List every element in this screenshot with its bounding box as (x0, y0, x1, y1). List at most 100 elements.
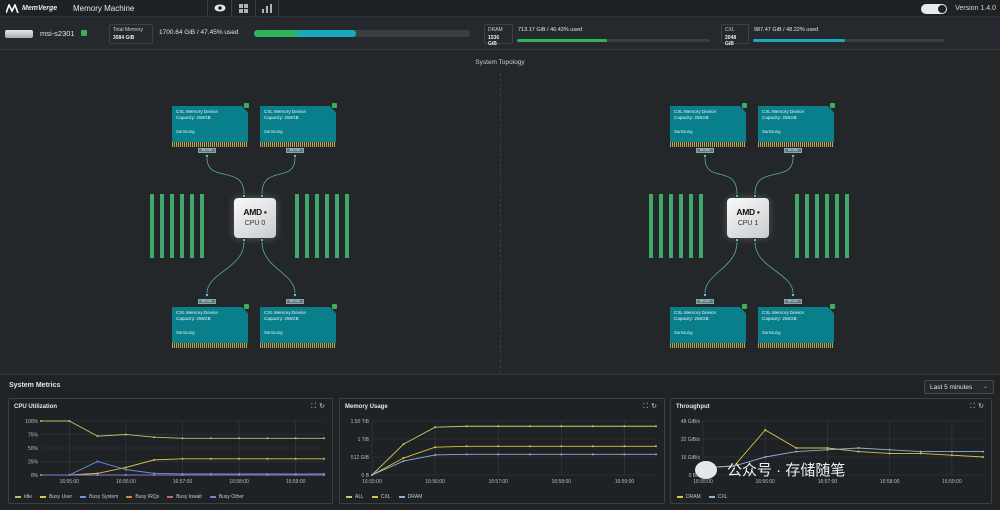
data-point[interactable] (124, 474, 127, 476)
time-range-select[interactable]: Last 5 minutes ⌄ (924, 380, 994, 394)
cxl-device-card[interactable]: CXL Memory Device Capacity: 256GB Samsung (670, 307, 746, 343)
data-point[interactable] (497, 425, 500, 428)
legend-item[interactable]: DRAM (398, 494, 422, 500)
cxl-device-card[interactable]: CXL Memory Device Capacity: 256GB Samsung (758, 307, 834, 343)
data-point[interactable] (209, 457, 212, 460)
data-point[interactable] (294, 457, 297, 460)
data-point[interactable] (96, 472, 99, 475)
data-point[interactable] (402, 460, 405, 463)
data-point[interactable] (402, 457, 405, 460)
data-point[interactable] (826, 448, 829, 451)
data-point[interactable] (294, 437, 297, 440)
legend-item[interactable]: ALL (346, 494, 364, 500)
cpu-chip[interactable]: AMD ▪ CPU 1 (727, 198, 769, 238)
data-point[interactable] (371, 474, 373, 476)
data-point[interactable] (888, 452, 891, 455)
expand-icon[interactable]: ⛶ (643, 403, 652, 410)
legend-item[interactable]: Busy Other (209, 494, 244, 500)
data-point[interactable] (181, 457, 184, 460)
legend-item[interactable]: CXL (708, 494, 727, 500)
theme-toggle[interactable] (921, 3, 948, 14)
data-point[interactable] (795, 450, 798, 453)
data-point[interactable] (528, 445, 531, 448)
dashboard-button[interactable] (231, 0, 255, 17)
cxl-device-card[interactable]: CXL Memory Device Capacity: 256GB Samsung (172, 307, 248, 343)
data-point[interactable] (655, 425, 657, 428)
data-point[interactable] (950, 454, 953, 457)
data-point[interactable] (655, 445, 657, 448)
data-point[interactable] (96, 435, 99, 438)
data-point[interactable] (266, 437, 269, 440)
data-point[interactable] (623, 425, 626, 428)
data-point[interactable] (434, 446, 437, 449)
data-point[interactable] (402, 443, 405, 446)
data-point[interactable] (857, 450, 860, 453)
data-point[interactable] (209, 437, 212, 440)
legend-item[interactable]: Idle (15, 494, 32, 500)
data-point[interactable] (982, 456, 984, 458)
data-point[interactable] (323, 457, 325, 460)
data-point[interactable] (764, 456, 767, 458)
server-name[interactable]: msi-s2301 (40, 29, 75, 38)
data-point[interactable] (40, 474, 42, 476)
data-point[interactable] (465, 445, 468, 448)
data-point[interactable] (528, 425, 531, 428)
stats-button[interactable] (255, 0, 279, 17)
data-point[interactable] (764, 429, 767, 431)
data-point[interactable] (982, 450, 984, 453)
data-point[interactable] (323, 437, 325, 440)
data-point[interactable] (623, 445, 626, 448)
legend-item[interactable]: DRAM (677, 494, 701, 500)
data-point[interactable] (733, 465, 736, 467)
data-point[interactable] (238, 457, 241, 460)
data-point[interactable] (888, 448, 891, 451)
data-point[interactable] (124, 468, 127, 471)
legend-item[interactable]: Busy IRQs (126, 494, 159, 500)
data-point[interactable] (655, 453, 657, 456)
data-point[interactable] (153, 436, 156, 439)
data-point[interactable] (181, 474, 184, 476)
data-point[interactable] (623, 453, 626, 456)
data-point[interactable] (96, 460, 99, 463)
data-point[interactable] (591, 453, 594, 456)
data-point[interactable] (795, 447, 798, 449)
data-point[interactable] (434, 426, 437, 429)
data-point[interactable] (153, 474, 156, 476)
data-point[interactable] (857, 447, 860, 449)
data-point[interactable] (591, 445, 594, 448)
data-point[interactable] (919, 450, 922, 453)
data-point[interactable] (591, 425, 594, 428)
data-point[interactable] (153, 472, 156, 475)
data-point[interactable] (919, 452, 922, 455)
brand-logo[interactable]: MemVerge (0, 3, 62, 13)
legend-item[interactable]: Busy Iowait (167, 494, 202, 500)
data-point[interactable] (560, 425, 563, 428)
data-point[interactable] (96, 474, 99, 476)
legend-item[interactable]: Busy System (80, 494, 118, 500)
data-point[interactable] (209, 474, 212, 476)
data-point[interactable] (181, 437, 184, 440)
data-point[interactable] (560, 445, 563, 448)
data-point[interactable] (497, 445, 500, 448)
data-point[interactable] (528, 453, 531, 456)
data-point[interactable] (465, 453, 468, 456)
data-point[interactable] (497, 453, 500, 456)
cxl-device-card[interactable]: CXL Memory Device Capacity: 256GB Samsung (670, 106, 746, 142)
cxl-device-card[interactable]: CXL Memory Device Capacity: 256GB Samsung (260, 106, 336, 142)
data-point[interactable] (266, 474, 269, 476)
expand-icon[interactable]: ⛶ (311, 403, 320, 410)
data-point[interactable] (323, 474, 325, 476)
data-point[interactable] (560, 453, 563, 456)
data-point[interactable] (68, 474, 71, 476)
refresh-icon[interactable]: ↻ (651, 403, 660, 410)
legend-item[interactable]: CXL (371, 494, 391, 500)
refresh-icon[interactable]: ↻ (319, 403, 328, 410)
data-point[interactable] (465, 425, 468, 428)
data-point[interactable] (950, 450, 953, 453)
cpu-chip[interactable]: AMD ▪ CPU 0 (234, 198, 276, 238)
data-point[interactable] (124, 433, 127, 436)
expand-icon[interactable]: ⛶ (970, 403, 979, 410)
data-point[interactable] (68, 420, 71, 422)
data-point[interactable] (826, 447, 829, 449)
legend-item[interactable]: Busy User (40, 494, 72, 500)
